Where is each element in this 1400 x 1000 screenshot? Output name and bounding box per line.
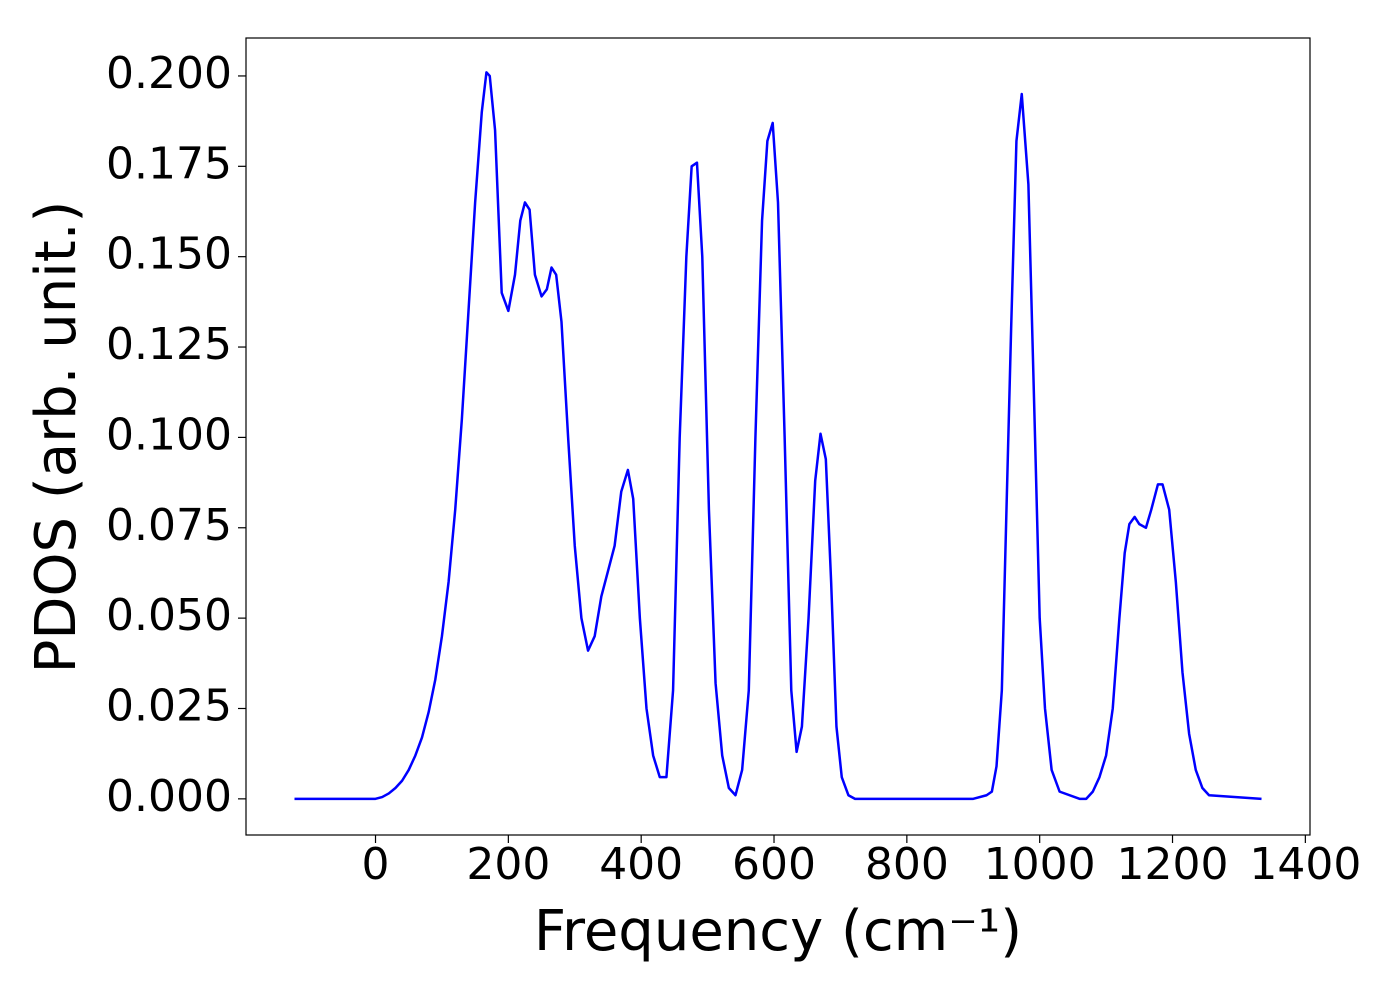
y-tick-label: 0.175	[106, 138, 232, 189]
x-tick-label: 800	[865, 839, 949, 890]
y-tick-label: 0.025	[106, 680, 232, 731]
x-tick-label: 0	[362, 839, 390, 890]
y-tick-label: 0.000	[106, 771, 232, 822]
x-axis-label: Frequency (cm⁻¹)	[534, 899, 1022, 964]
x-tick-label: 1200	[1117, 839, 1229, 890]
y-tick-label: 0.075	[106, 500, 232, 551]
plot-frame	[245, 37, 1311, 836]
y-tick-label: 0.050	[106, 590, 232, 641]
x-tick-label: 1000	[984, 839, 1096, 890]
y-tick-label: 0.200	[106, 48, 232, 99]
y-axis-label: PDOS (arb. unit.)	[24, 201, 89, 674]
y-tick-label: 0.100	[106, 409, 232, 460]
x-tick-label: 1400	[1249, 839, 1361, 890]
x-tick-label: 400	[599, 839, 683, 890]
data-line	[294, 71, 1262, 801]
x-tick-label: 200	[466, 839, 550, 890]
y-tick-label: 0.150	[106, 229, 232, 280]
x-tick-label: 600	[732, 839, 816, 890]
y-tick-label: 0.125	[106, 319, 232, 370]
